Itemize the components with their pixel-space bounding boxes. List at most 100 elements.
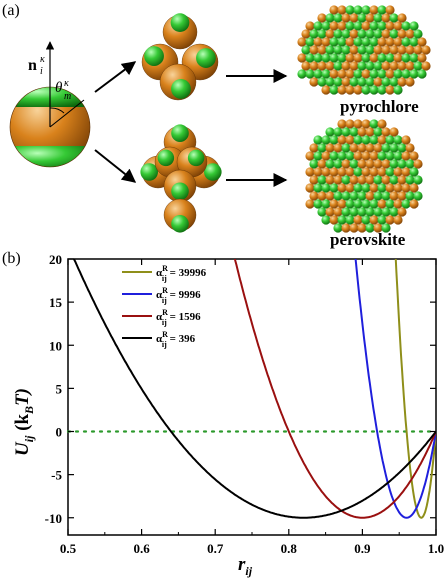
crystal-particle xyxy=(377,5,387,15)
particle-sphere xyxy=(163,169,197,203)
crystal-particle xyxy=(321,151,331,161)
particle-sphere xyxy=(162,13,198,50)
patchy-particle: n κ i θ κ m xyxy=(9,41,91,168)
crystal-particle xyxy=(389,159,399,169)
crystal-particle xyxy=(361,167,371,177)
crystal-particle xyxy=(353,53,363,63)
crystal-particle xyxy=(349,127,359,137)
crystal-particle xyxy=(313,199,323,209)
crystal-particle xyxy=(349,143,359,153)
crystal-particle xyxy=(337,135,347,145)
crystal-particle xyxy=(393,199,403,209)
crystal-particle xyxy=(349,191,359,201)
crystal-particle xyxy=(373,207,383,217)
series-line-39996 xyxy=(394,259,436,519)
crystal-particle xyxy=(385,37,395,47)
crystal-particle xyxy=(321,37,331,47)
crystal-particle xyxy=(305,37,315,47)
pyrochlore-label: pyrochlore xyxy=(340,97,419,116)
crystal-particle xyxy=(393,183,403,193)
legend-label: αR ij = 39996 xyxy=(156,264,207,283)
crystal-particle xyxy=(397,191,407,201)
crystal-particle xyxy=(369,5,379,15)
crystal-particle xyxy=(389,175,399,185)
crystal-particle xyxy=(405,159,415,169)
crystal-particle xyxy=(405,29,415,39)
crystal-particle xyxy=(333,207,343,217)
crystal-particle xyxy=(377,167,387,177)
crystal-particle xyxy=(337,69,347,79)
crystal-particle xyxy=(333,159,343,169)
crystal-particle xyxy=(385,85,395,95)
crystal-particle xyxy=(397,77,407,87)
crystal-particle xyxy=(309,61,319,71)
crystal-particle xyxy=(369,215,379,225)
crystal-particle xyxy=(337,183,347,193)
crystal-particle xyxy=(361,199,371,209)
crystal-particle xyxy=(361,151,371,161)
crystal-particle xyxy=(389,143,399,153)
x-tick-label: 0.9 xyxy=(354,541,371,556)
crystal-particle xyxy=(385,183,395,193)
crystal-particle xyxy=(397,143,407,153)
crystal-particle xyxy=(401,135,411,145)
crystal-particle xyxy=(393,69,403,79)
crystal-particle xyxy=(337,21,347,31)
crystal-particle xyxy=(309,29,319,39)
crystal-particle xyxy=(333,29,343,39)
crystal-particle xyxy=(369,21,379,31)
crystal-particle xyxy=(297,37,307,47)
crystal-particle xyxy=(305,167,315,177)
crystal-particle xyxy=(401,69,411,79)
crystal-particle xyxy=(309,191,319,201)
octahedral-cluster xyxy=(140,124,222,233)
patch-edge-line xyxy=(49,99,85,128)
crystal-particle xyxy=(353,5,363,15)
crystal-particle xyxy=(369,183,379,193)
crystal-particle xyxy=(349,61,359,71)
crystal-particle xyxy=(393,167,403,177)
crystal-particle xyxy=(397,207,407,217)
crystal-particle xyxy=(345,215,355,225)
crystal-particle xyxy=(353,21,363,31)
crystal-particle xyxy=(393,37,403,47)
crystal-particle xyxy=(373,45,383,55)
crystal-particle xyxy=(341,29,351,39)
crystal-particle xyxy=(377,151,387,161)
crystal-particle xyxy=(313,135,323,145)
crystal-particle xyxy=(357,45,367,55)
crystal-particle xyxy=(361,37,371,47)
crystal-particle xyxy=(393,215,403,225)
crystal-particle xyxy=(365,13,375,23)
panel-a-illustration: n κ i θ κ m xyxy=(9,5,431,233)
crystal-particle xyxy=(377,183,387,193)
crystal-particle xyxy=(381,143,391,153)
crystal-particle xyxy=(349,207,359,217)
crystal-particle xyxy=(377,135,387,145)
crystal-particle xyxy=(313,151,323,161)
crystal-particle xyxy=(385,5,395,15)
crystal-particle xyxy=(381,127,391,137)
crystal-particle xyxy=(409,199,419,209)
crystal-particle xyxy=(361,21,371,31)
crystal-particle xyxy=(389,13,399,23)
crystal-particle xyxy=(337,167,347,177)
crystal-particle xyxy=(377,199,387,209)
crystal-particle xyxy=(301,61,311,71)
crystal-particle xyxy=(357,143,367,153)
crystal-particle xyxy=(413,191,423,201)
crystal-particle xyxy=(381,77,391,87)
crystal-particle xyxy=(377,53,387,63)
crystal-particle xyxy=(345,69,355,79)
crystal-particle xyxy=(325,175,335,185)
crystal-particle xyxy=(389,61,399,71)
crystal-particle xyxy=(377,119,387,129)
crystal-particle xyxy=(361,119,371,129)
crystal-particle xyxy=(405,191,415,201)
panel-a-letter: (a) xyxy=(2,2,20,19)
crystal-particle xyxy=(337,199,347,209)
crystal-particle xyxy=(333,191,343,201)
crystal-particle xyxy=(373,143,383,153)
crystal-particle xyxy=(321,183,331,193)
crystal-particle xyxy=(321,69,331,79)
